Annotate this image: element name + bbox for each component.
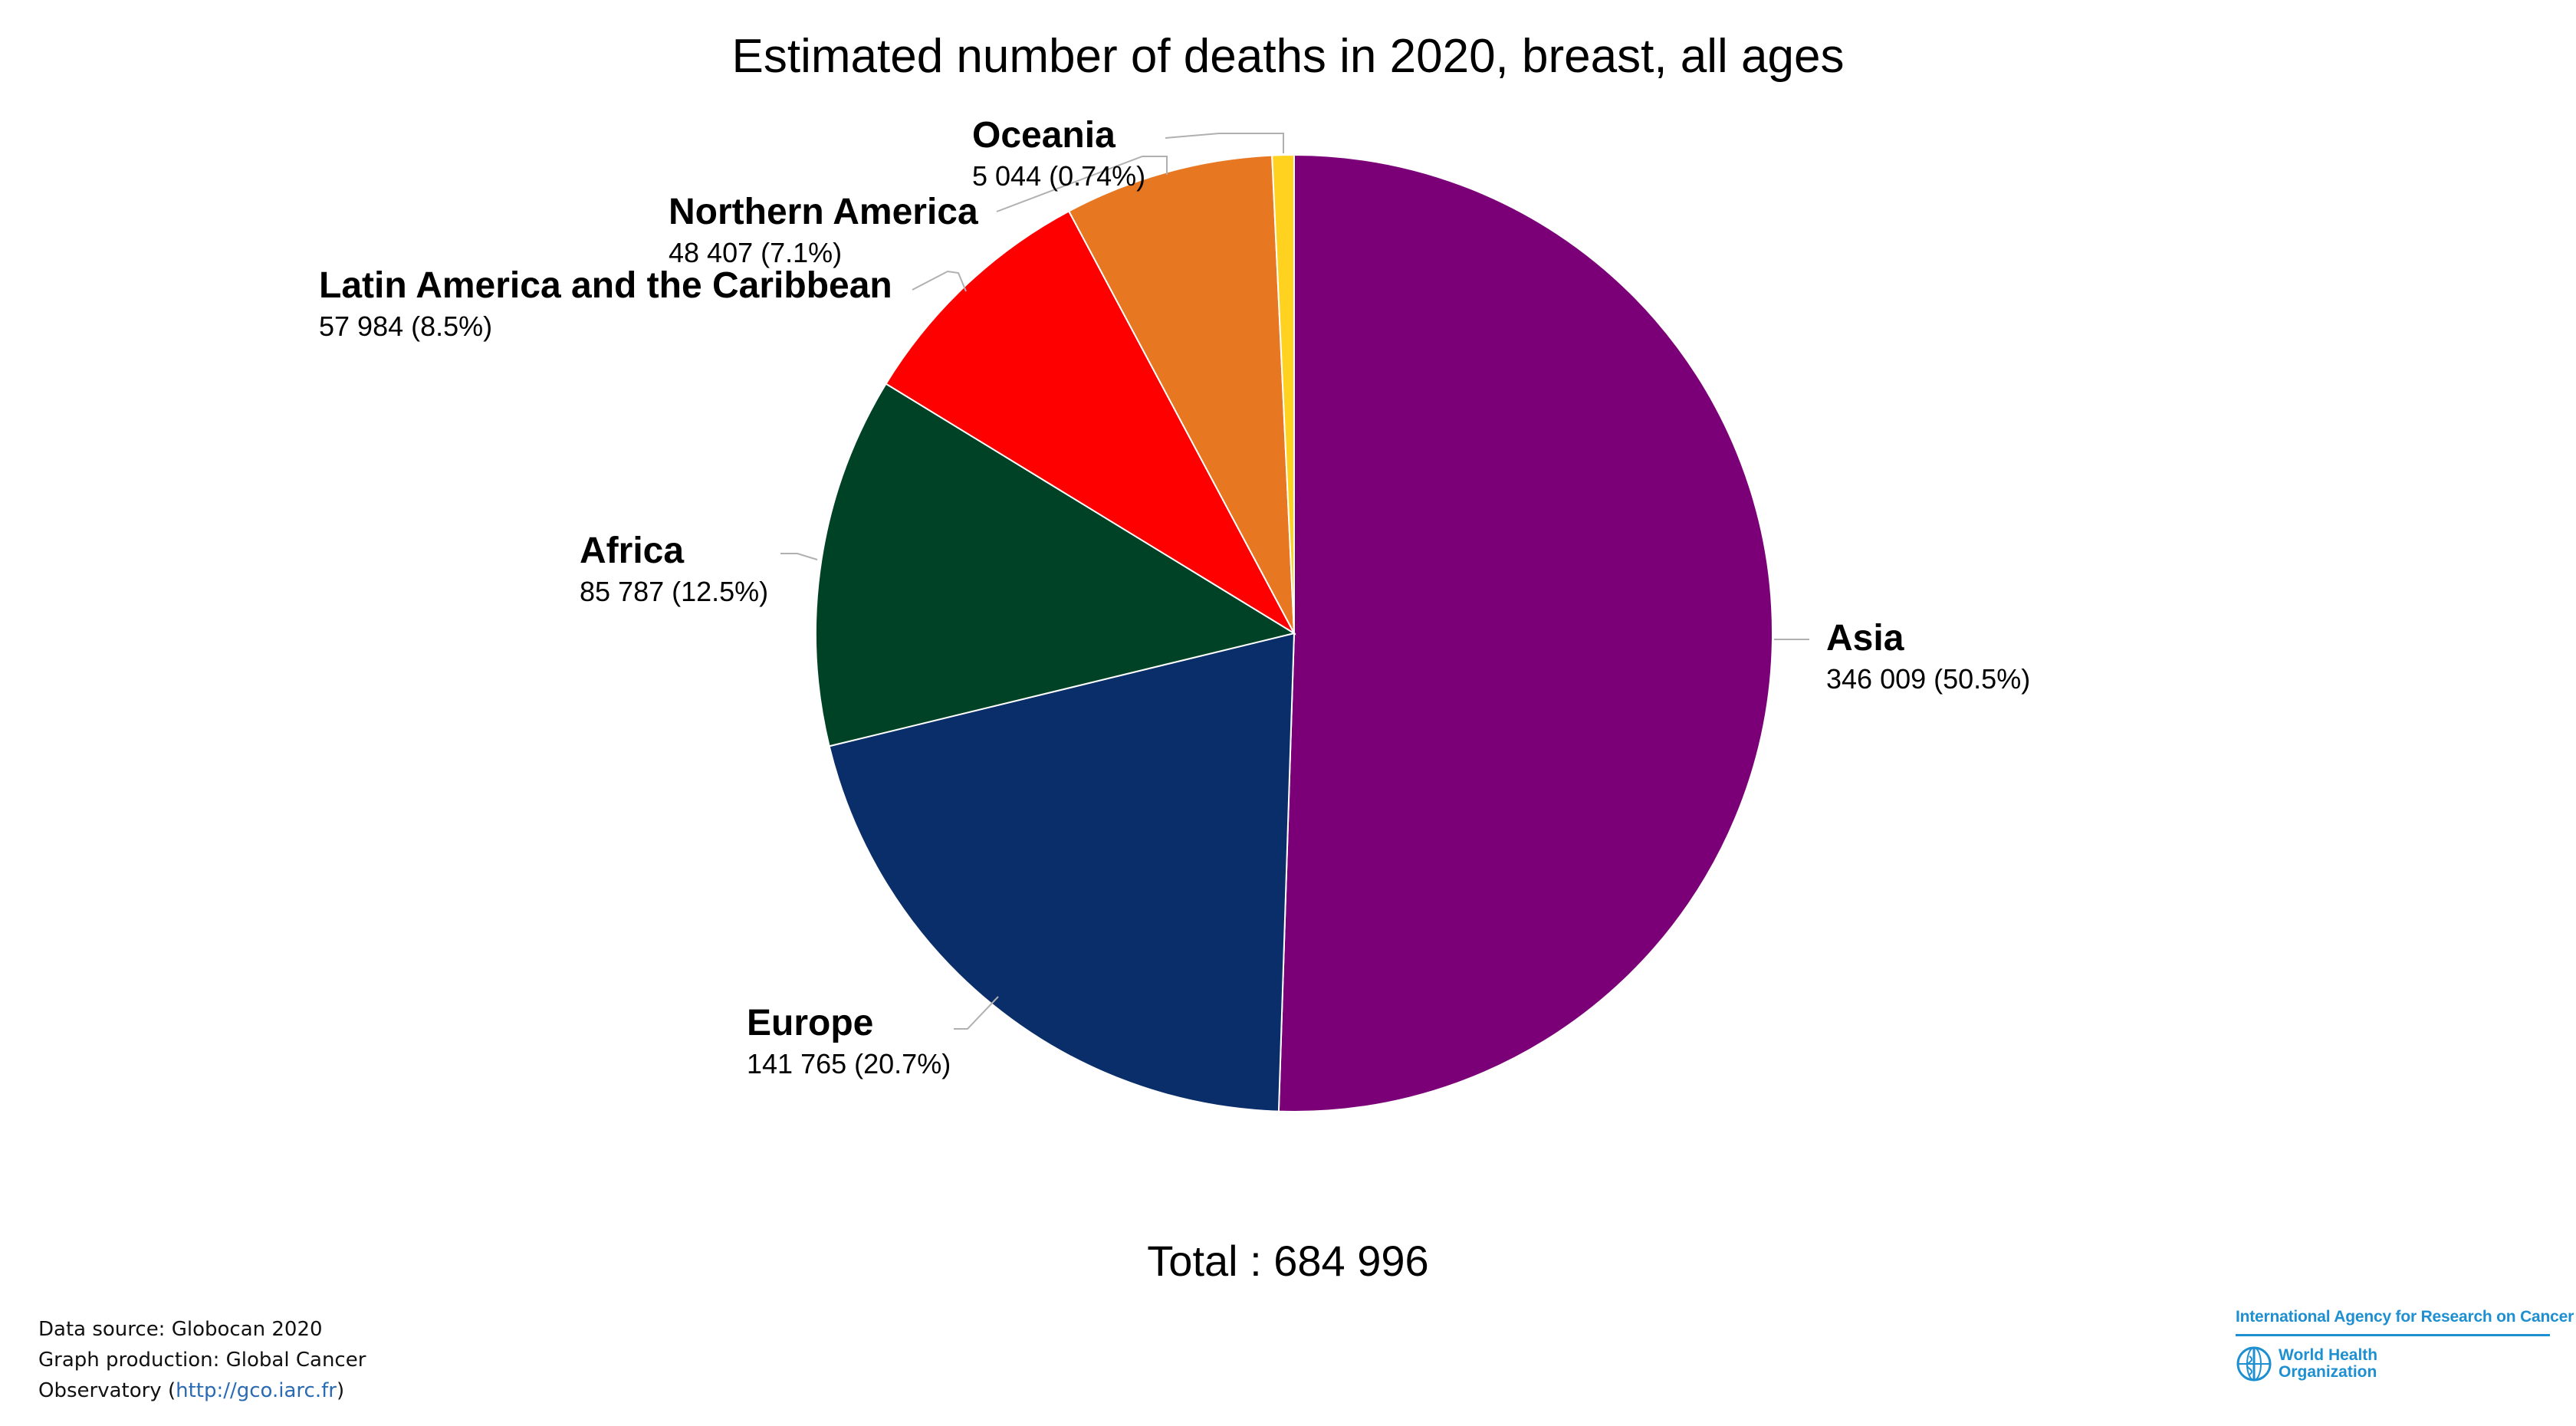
slice-label-value: 57 984 (8.5%)	[319, 310, 492, 342]
slice-label-name: Oceania	[972, 115, 1116, 156]
slice-label-name: Asia	[1826, 618, 1904, 659]
gco-link[interactable]: http://gco.iarc.fr	[176, 1379, 337, 1402]
pie-slice-asia	[1279, 155, 1773, 1112]
leader-line-latin-america-and-the-caribbean	[912, 271, 966, 291]
slice-label-value: 5 044 (0.74%)	[972, 160, 1145, 192]
footer-graph-production: Graph production: Global Cancer	[38, 1345, 366, 1375]
footer-data-source: Data source: Globocan 2020	[38, 1314, 366, 1345]
iarc-name: International Agency for Research on Can…	[2236, 1308, 2550, 1326]
slice-label-value: 141 765 (20.7%)	[747, 1048, 951, 1079]
who-emblem-icon	[2236, 1346, 2272, 1382]
who-logo: World Health Organization	[2236, 1346, 2550, 1382]
leader-line-oceania	[1165, 133, 1283, 153]
slice-label-value: 48 407 (7.1%)	[669, 237, 842, 268]
footer-observatory-prefix: Observatory (	[38, 1379, 176, 1402]
slice-label-name: Europe	[747, 1003, 873, 1043]
leader-line-africa	[780, 554, 817, 560]
slice-label-name: Latin America and the Caribbean	[319, 265, 892, 306]
slice-label-name: Northern America	[669, 192, 978, 232]
who-name-line2: Organization	[2279, 1364, 2377, 1381]
footer-observatory-suffix: )	[337, 1379, 344, 1402]
slice-label-value: 85 787 (12.5%)	[580, 576, 768, 607]
logo-divider	[2236, 1334, 2550, 1336]
total-label: Total : 684 996	[0, 1236, 2576, 1286]
who-name-line1: World Health	[2279, 1347, 2377, 1364]
footer-observatory: Observatory (http://gco.iarc.fr)	[38, 1375, 366, 1406]
slice-label-value: 346 009 (50.5%)	[1826, 663, 2030, 695]
footer-credits: Data source: Globocan 2020 Graph product…	[38, 1314, 366, 1406]
slice-label-name: Africa	[580, 531, 684, 571]
pie-slices	[816, 155, 1773, 1112]
iarc-who-logo: International Agency for Research on Can…	[2236, 1308, 2550, 1382]
